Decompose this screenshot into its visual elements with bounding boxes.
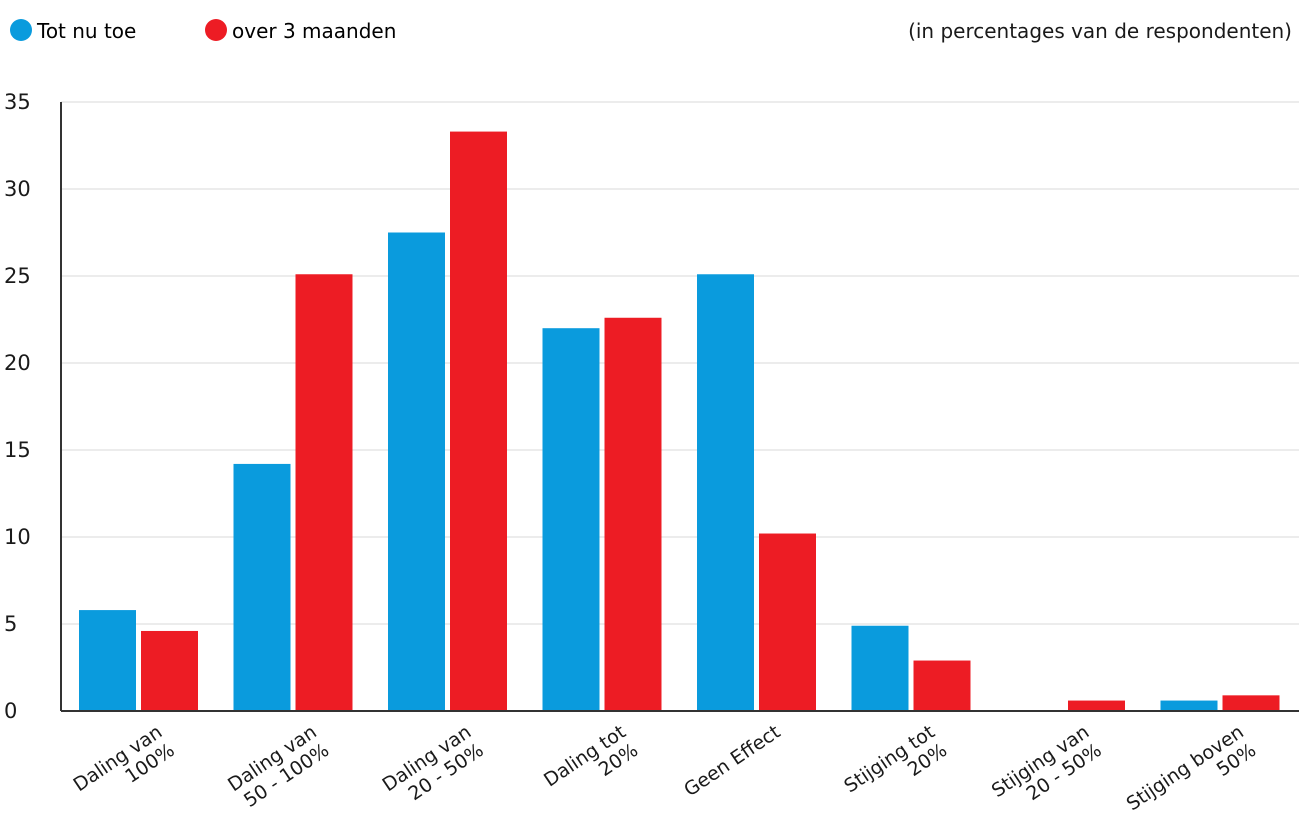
x-tick-label: Daling van20 - 50% bbox=[379, 721, 488, 814]
bar-tot-nu-toe bbox=[542, 328, 600, 711]
bar-tot-nu-toe bbox=[79, 610, 136, 711]
bar-over-3-maanden bbox=[604, 317, 662, 711]
bar-tot-nu-toe bbox=[1160, 700, 1218, 711]
x-tick-label: Stijging tot20% bbox=[840, 721, 951, 816]
svg-text:Daling tot20%: Daling tot20% bbox=[540, 721, 642, 810]
x-tick-label: Daling van100% bbox=[70, 721, 179, 814]
svg-text:Geen Effect: Geen Effect bbox=[680, 721, 784, 801]
x-axis-ticks: Daling van100% Daling van50 - 100% Daling … bbox=[70, 721, 1261, 834]
legend-item-tot-nu-toe: Tot nu toe bbox=[10, 19, 136, 43]
legend-swatch-over-3-maanden bbox=[205, 19, 227, 41]
bar-tot-nu-toe bbox=[697, 274, 754, 711]
bar-tot-nu-toe bbox=[851, 625, 909, 711]
x-tick-label: Stijging boven50% bbox=[1123, 721, 1261, 834]
svg-text:Stijging boven50%: Stijging boven50% bbox=[1123, 721, 1261, 834]
bar-over-3-maanden bbox=[450, 131, 507, 711]
y-tick-label: 15 bbox=[4, 438, 31, 462]
y-tick-label: 0 bbox=[4, 699, 17, 723]
y-tick-label: 25 bbox=[4, 264, 31, 288]
x-tick-label: Geen Effect bbox=[680, 721, 784, 801]
svg-text:Daling van100%: Daling van100% bbox=[70, 721, 179, 814]
bar-tot-nu-toe bbox=[388, 232, 445, 711]
svg-text:Daling van50 - 100%: Daling van50 - 100% bbox=[224, 721, 333, 814]
units-note: (in percentages van de respondenten) bbox=[908, 19, 1292, 43]
y-axis-ticks: 0 5 10 15 20 25 30 35 bbox=[4, 90, 31, 723]
bars bbox=[79, 131, 1280, 711]
y-tick-label: 30 bbox=[4, 177, 31, 201]
bar-over-3-maanden bbox=[1222, 695, 1280, 711]
y-tick-label: 10 bbox=[4, 525, 31, 549]
bar-tot-nu-toe bbox=[233, 463, 291, 711]
bar-over-3-maanden bbox=[295, 274, 353, 711]
bar-over-3-maanden bbox=[1068, 700, 1125, 711]
bar-over-3-maanden bbox=[141, 630, 198, 711]
bar-over-3-maanden bbox=[913, 660, 971, 711]
legend-label-over-3-maanden: over 3 maanden bbox=[232, 19, 396, 43]
y-tick-label: 5 bbox=[4, 612, 17, 636]
x-tick-label: Daling van50 - 100% bbox=[224, 721, 333, 814]
y-tick-label: 35 bbox=[4, 90, 31, 114]
svg-text:Stijging van20 - 50%: Stijging van20 - 50% bbox=[988, 721, 1106, 820]
legend: Tot nu toe over 3 maanden bbox=[10, 19, 396, 43]
legend-item-over-3-maanden: over 3 maanden bbox=[205, 19, 396, 43]
x-tick-label-line: Geen Effect bbox=[680, 721, 784, 801]
bar-over-3-maanden bbox=[759, 533, 816, 711]
legend-swatch-tot-nu-toe bbox=[10, 19, 32, 41]
legend-label-tot-nu-toe: Tot nu toe bbox=[36, 19, 136, 43]
svg-text:Stijging tot20%: Stijging tot20% bbox=[840, 721, 951, 816]
x-tick-label: Stijging van20 - 50% bbox=[988, 721, 1106, 820]
x-tick-label: Daling tot20% bbox=[540, 721, 642, 810]
svg-text:Daling van20 - 50%: Daling van20 - 50% bbox=[379, 721, 488, 814]
y-tick-label: 20 bbox=[4, 351, 31, 375]
